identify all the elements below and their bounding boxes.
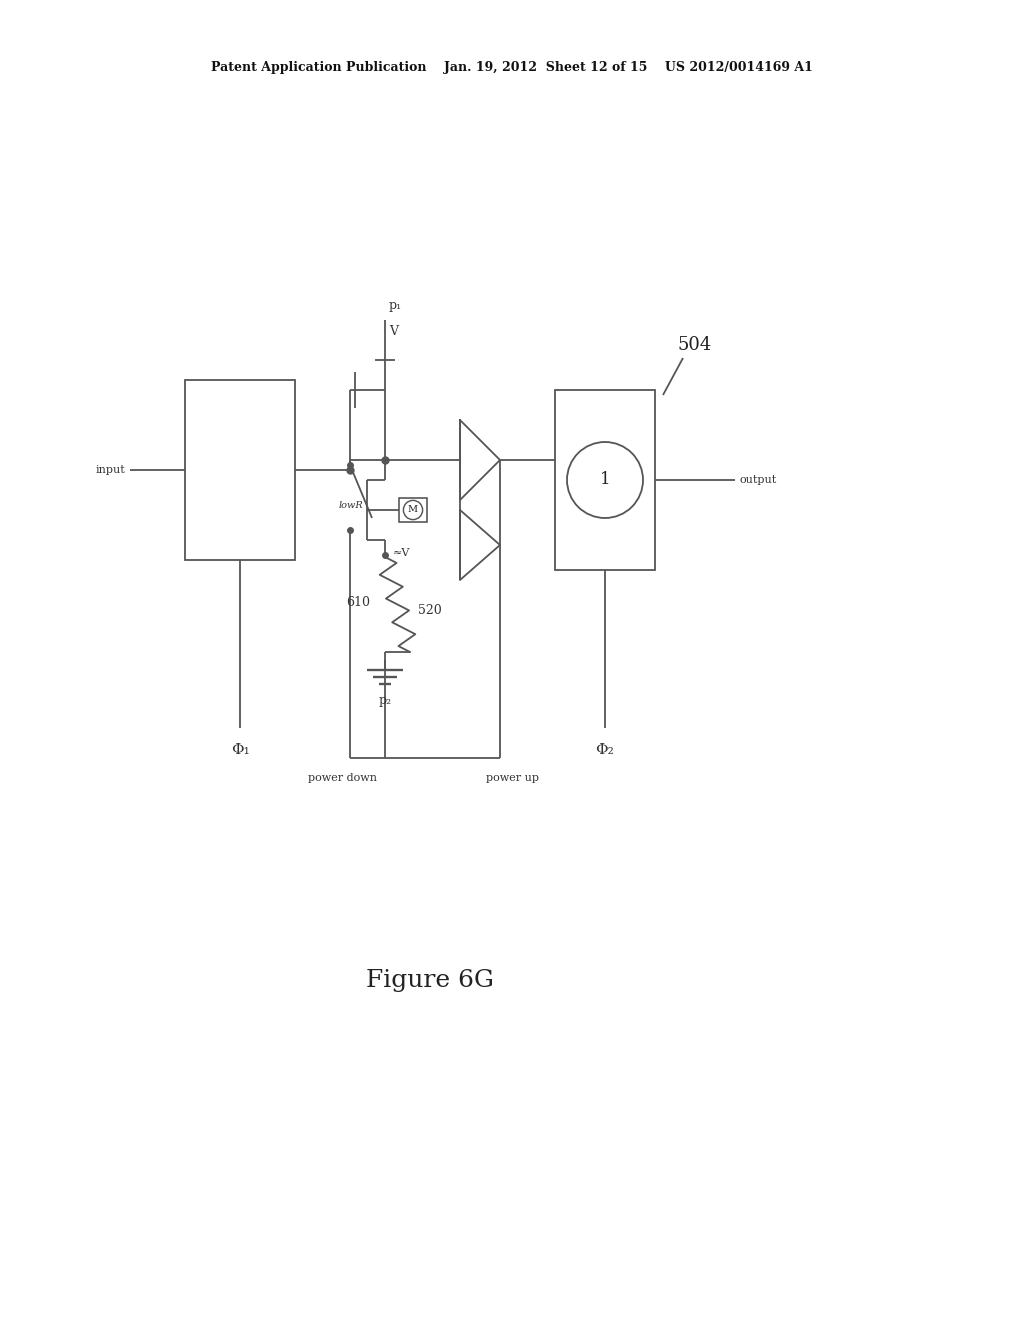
- Text: Φ₁: Φ₁: [230, 743, 250, 756]
- Text: 1: 1: [600, 471, 610, 488]
- Text: ≈V: ≈V: [393, 548, 411, 558]
- Text: output: output: [739, 475, 776, 484]
- Bar: [185, 380, 295, 560]
- Text: Figure 6G: Figure 6G: [366, 969, 494, 991]
- Text: 520: 520: [418, 603, 441, 616]
- Text: power down: power down: [307, 774, 377, 783]
- Text: p₁: p₁: [389, 300, 402, 312]
- Text: input: input: [95, 465, 125, 475]
- Text: p₂: p₂: [379, 694, 391, 708]
- Text: V: V: [389, 325, 398, 338]
- Text: lowR: lowR: [338, 502, 362, 511]
- Text: power up: power up: [485, 774, 539, 783]
- Text: 504: 504: [678, 337, 712, 354]
- Bar: [399, 498, 427, 521]
- Bar: [555, 389, 655, 570]
- Text: Patent Application Publication    Jan. 19, 2012  Sheet 12 of 15    US 2012/00141: Patent Application Publication Jan. 19, …: [211, 62, 813, 74]
- Text: Φ₂: Φ₂: [596, 743, 614, 756]
- Text: 610: 610: [346, 597, 370, 610]
- Text: M: M: [408, 506, 418, 515]
